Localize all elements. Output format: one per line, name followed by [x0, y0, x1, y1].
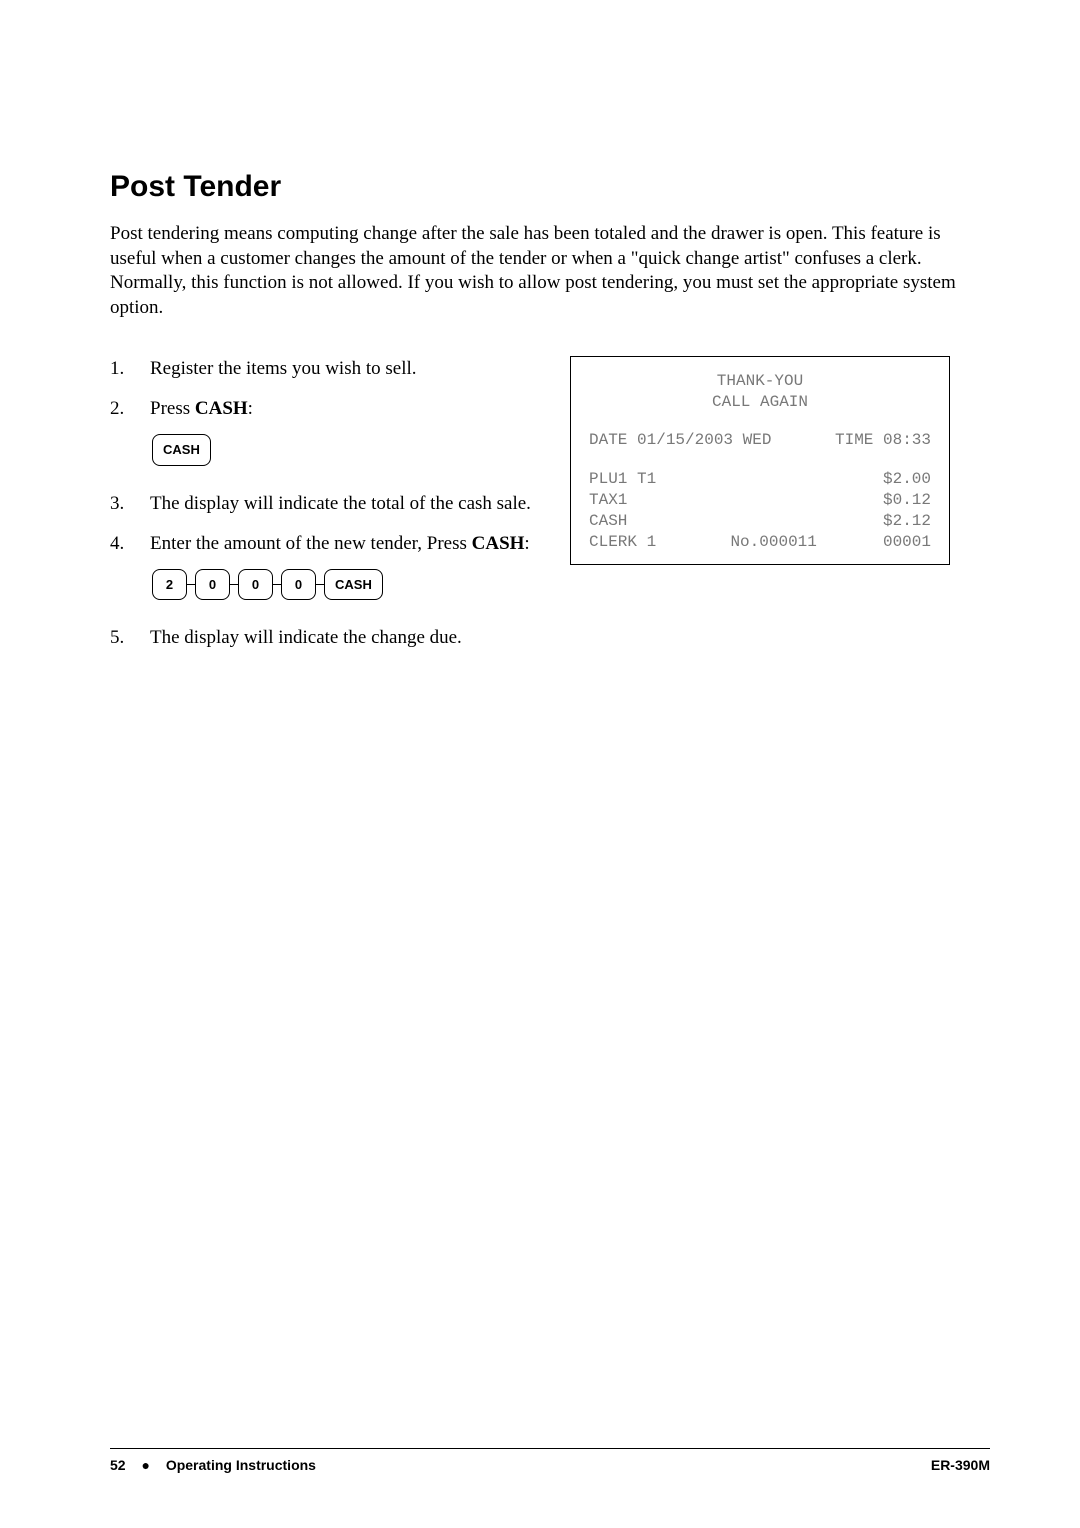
receipt-box: THANK-YOU CALL AGAIN DATE 01/15/2003 WED… — [570, 356, 950, 566]
key-connector — [316, 584, 324, 586]
receipt-date: DATE 01/15/2003 WED — [589, 430, 771, 451]
step-text: Press CASH: CASH — [150, 396, 540, 475]
receipt-item-label: PLU1 T1 — [589, 469, 656, 490]
footer-model: ER-390M — [931, 1457, 990, 1473]
key-sequence: CASH — [150, 434, 540, 466]
receipt-spacer — [589, 451, 931, 469]
content-two-column: 1. Register the items you wish to sell. … — [110, 356, 990, 666]
steps-list: 1. Register the items you wish to sell. … — [110, 356, 540, 651]
key-cash: CASH — [152, 434, 211, 466]
footer-bullet-icon: ● — [141, 1457, 149, 1473]
footer-page-number: 52 — [110, 1457, 126, 1473]
receipt-time: TIME 08:33 — [835, 430, 931, 451]
receipt-header-2: CALL AGAIN — [589, 392, 931, 413]
step-text-post: : — [248, 398, 253, 419]
footer-left: 52 ● Operating Instructions — [110, 1457, 316, 1473]
receipt-line-item: CASH $2.12 — [589, 511, 931, 532]
key-0: 0 — [195, 569, 230, 601]
page-footer: 52 ● Operating Instructions ER-390M — [110, 1448, 990, 1473]
step-text: Enter the amount of the new tender, Pres… — [150, 531, 540, 610]
receipt-item-value: $2.00 — [883, 469, 931, 490]
step-number: 3. — [110, 491, 150, 517]
step-text-post: : — [524, 533, 529, 554]
receipt-number: No.000011 — [719, 532, 828, 553]
step-text-pre: Press — [150, 398, 195, 419]
receipt-spacer — [589, 412, 931, 430]
key-0: 0 — [238, 569, 273, 601]
receipt-item-value: $2.12 — [883, 511, 931, 532]
receipt-line-item: PLU1 T1 $2.00 — [589, 469, 931, 490]
key-connector — [273, 584, 281, 586]
step-3: 3. The display will indicate the total o… — [110, 491, 540, 517]
key-connector — [187, 584, 195, 586]
receipt-column: THANK-YOU CALL AGAIN DATE 01/15/2003 WED… — [570, 356, 950, 666]
receipt-item-value: $0.12 — [883, 490, 931, 511]
step-text: Register the items you wish to sell. — [150, 356, 540, 382]
step-5: 5. The display will indicate the change … — [110, 625, 540, 651]
receipt-item-label: CASH — [589, 511, 627, 532]
step-text-bold: CASH — [195, 398, 248, 419]
step-1: 1. Register the items you wish to sell. — [110, 356, 540, 382]
step-number: 5. — [110, 625, 150, 651]
step-2: 2. Press CASH: CASH — [110, 396, 540, 475]
key-sequence: 2 0 0 0 CASH — [150, 569, 540, 601]
step-number: 2. — [110, 396, 150, 475]
step-text-bold: CASH — [472, 533, 525, 554]
receipt-clerk-row: CLERK 1 No.000011 00001 — [589, 532, 931, 553]
key-2: 2 — [152, 569, 187, 601]
intro-paragraph: Post tendering means computing change af… — [110, 222, 990, 321]
receipt-item-label: TAX1 — [589, 490, 627, 511]
receipt-datetime: DATE 01/15/2003 WED TIME 08:33 — [589, 430, 931, 451]
receipt-clerk-label: CLERK 1 — [589, 532, 719, 553]
step-text: The display will indicate the total of t… — [150, 491, 540, 517]
key-connector — [230, 584, 238, 586]
step-number: 1. — [110, 356, 150, 382]
receipt-header-1: THANK-YOU — [589, 371, 931, 392]
receipt-count: 00001 — [828, 532, 931, 553]
step-number: 4. — [110, 531, 150, 610]
step-text-pre: Enter the amount of the new tender, Pres… — [150, 533, 472, 554]
key-cash: CASH — [324, 569, 383, 601]
key-0: 0 — [281, 569, 316, 601]
steps-column: 1. Register the items you wish to sell. … — [110, 356, 540, 666]
section-heading: Post Tender — [110, 170, 990, 204]
receipt-line-item: TAX1 $0.12 — [589, 490, 931, 511]
step-4: 4. Enter the amount of the new tender, P… — [110, 531, 540, 610]
step-text: The display will indicate the change due… — [150, 625, 540, 651]
footer-section-title: Operating Instructions — [166, 1457, 316, 1473]
